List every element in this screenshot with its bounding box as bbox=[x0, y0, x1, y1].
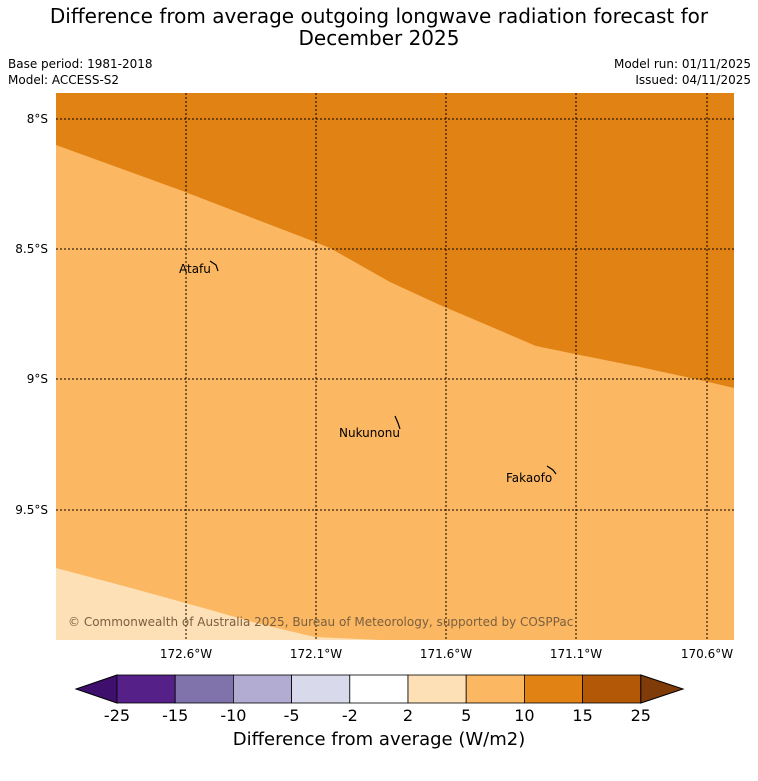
lon-label: 171.1°W bbox=[550, 647, 602, 661]
chart-title: Difference from average outgoing longwav… bbox=[0, 5, 758, 49]
colorbar-segment bbox=[582, 674, 642, 704]
colorbar-tick-label: 5 bbox=[461, 706, 471, 725]
meta-right: Model run: 01/11/2025 Issued: 04/11/2025 bbox=[614, 56, 751, 88]
lat-label: 9°S bbox=[27, 372, 48, 386]
region-band-10-15 bbox=[56, 93, 734, 388]
place-label-nukunonu: Nukunonu bbox=[339, 426, 400, 440]
place-label-atafu: Atafu bbox=[179, 262, 211, 276]
title-line-2: December 2025 bbox=[298, 26, 460, 50]
lat-label: 8.5°S bbox=[15, 242, 48, 256]
meta-left: Base period: 1981-2018 Model: ACCESS-S2 bbox=[8, 56, 153, 88]
lat-axis-labels: 8°S 8.5°S 9°S 9.5°S bbox=[15, 112, 48, 517]
colorbar-tick-label: 25 bbox=[631, 706, 651, 725]
colorbar-title: Difference from average (W/m2) bbox=[232, 729, 526, 750]
lon-axis-labels: 172.6°W 172.1°W 171.6°W 171.1°W 170.6°W bbox=[160, 647, 733, 661]
colorbar-segment bbox=[174, 674, 234, 704]
colorbar-tick-label: -15 bbox=[162, 706, 188, 725]
colorbar-tick-label: 10 bbox=[514, 706, 534, 725]
colorbar-segment bbox=[524, 674, 584, 704]
lon-label: 171.6°W bbox=[420, 647, 472, 661]
nukunonu-coast bbox=[394, 415, 401, 430]
lon-label: 170.6°W bbox=[681, 647, 733, 661]
colorbar-segment bbox=[232, 674, 292, 704]
graticule bbox=[56, 93, 734, 640]
place-label-fakaofo: Fakaofo bbox=[506, 471, 552, 485]
lon-label: 172.6°W bbox=[160, 647, 212, 661]
map-area: Atafu Nukunonu Fakaofo © Commonwealth of… bbox=[56, 93, 734, 640]
lat-label: 8°S bbox=[27, 112, 48, 126]
colorbar-extend-low bbox=[74, 674, 118, 704]
colorbar-segment bbox=[116, 674, 176, 704]
colorbar-tick-label: -25 bbox=[104, 706, 130, 725]
title-line-1: Difference from average outgoing longwav… bbox=[49, 4, 709, 28]
colorbar-tick-label: -2 bbox=[342, 706, 358, 725]
colorbar-tick-label: 2 bbox=[403, 706, 413, 725]
atafu-coast bbox=[209, 260, 219, 272]
colorbar-tick-label: -10 bbox=[220, 706, 246, 725]
fakaofo-coast bbox=[546, 465, 557, 475]
colorbar-segment bbox=[291, 674, 351, 704]
base-period: Base period: 1981-2018 bbox=[8, 57, 153, 71]
colorbar-extend-high bbox=[640, 674, 685, 704]
colorbar-segment bbox=[349, 674, 409, 704]
colorbar: -25 -15 -10 -5 -2 2 5 10 15 25 bbox=[74, 674, 685, 725]
colorbar-tick-label: 15 bbox=[572, 706, 592, 725]
colorbar-segment bbox=[407, 674, 467, 704]
issued-date: Issued: 04/11/2025 bbox=[635, 73, 751, 87]
copyright-notice: © Commonwealth of Australia 2025, Bureau… bbox=[68, 615, 573, 629]
lon-label: 172.1°W bbox=[290, 647, 342, 661]
region-band-2-5 bbox=[56, 568, 380, 640]
colorbar-tick-label: -5 bbox=[284, 706, 300, 725]
model-name: Model: ACCESS-S2 bbox=[8, 73, 120, 87]
model-run: Model run: 01/11/2025 bbox=[613, 57, 751, 71]
island-outlines bbox=[209, 260, 557, 475]
colorbar-segment bbox=[465, 674, 525, 704]
lat-label: 9.5°S bbox=[15, 503, 48, 517]
